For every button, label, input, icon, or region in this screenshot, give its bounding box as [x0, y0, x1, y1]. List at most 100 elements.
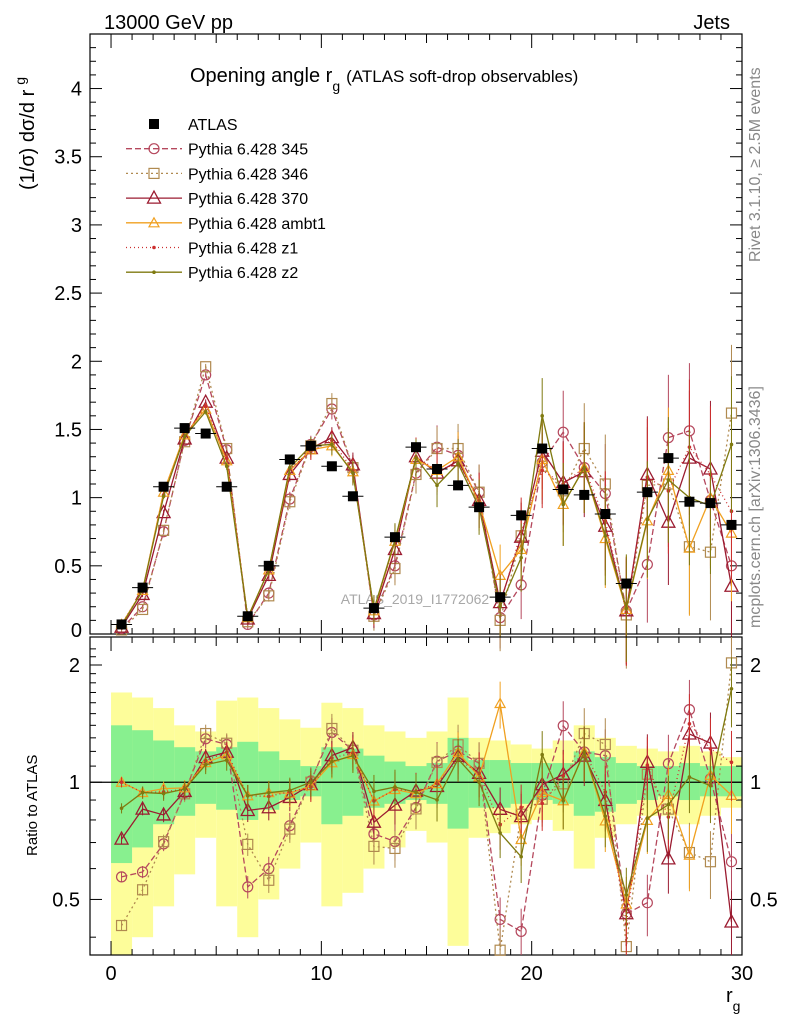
ratio-point	[723, 913, 740, 928]
ratio-point	[113, 830, 130, 845]
data-point	[726, 519, 737, 530]
series-point	[498, 604, 502, 609]
series-line	[121, 372, 733, 629]
ratio-point	[200, 727, 212, 740]
ratio-point	[498, 831, 502, 835]
ratio-point	[708, 746, 713, 751]
main-ylabel-text: (1/σ) dσ/d r	[17, 89, 39, 190]
ratio-point	[557, 720, 569, 732]
legend-marker	[146, 189, 162, 204]
ratio-point	[134, 800, 151, 815]
data-point	[453, 480, 464, 491]
series-point	[351, 471, 355, 475]
data-point	[116, 619, 127, 630]
data-point	[516, 510, 527, 521]
series-point	[161, 494, 166, 499]
band-inner	[216, 747, 238, 810]
ratio-xtick-label: 10	[310, 963, 332, 985]
data-point	[621, 578, 632, 589]
ratio-point	[245, 793, 250, 798]
data-series	[111, 423, 742, 630]
ratio-point	[435, 798, 439, 802]
ratio-point	[603, 814, 608, 818]
ratio-point	[140, 790, 145, 795]
legend-label: ATLAS	[188, 117, 238, 134]
legend-entry: Pythia 6.428 z1	[126, 241, 298, 258]
legend-label: Pythia 6.428 370	[188, 191, 308, 208]
ratio-point	[326, 722, 338, 735]
ratio-point	[330, 759, 334, 764]
series-point	[540, 414, 544, 418]
data-point	[432, 464, 443, 474]
main-ytick-label: 3	[71, 215, 82, 237]
ratio-point	[645, 816, 650, 821]
data-point	[389, 532, 400, 543]
series-point	[414, 456, 418, 460]
ratio-point	[561, 774, 566, 778]
data-point	[242, 611, 253, 622]
series-point	[224, 464, 229, 469]
ratio-point	[261, 799, 277, 814]
main-ytick-label: 1.5	[54, 419, 82, 441]
data-point	[179, 423, 190, 434]
ratio-point	[725, 856, 738, 868]
data-point	[305, 440, 316, 451]
legend-entry: Pythia 6.428 370	[126, 189, 308, 208]
ratio-point	[156, 806, 172, 821]
ratio-point	[414, 790, 418, 795]
ratio-point	[309, 780, 313, 785]
ratio-ytick-label: 2	[69, 655, 80, 677]
ratio-point	[666, 802, 671, 807]
ratio-frame	[89, 636, 743, 956]
band-inner	[111, 725, 133, 864]
ratio-point	[708, 783, 713, 788]
band-inner	[510, 763, 532, 804]
series-point	[284, 496, 296, 508]
data-point	[474, 502, 485, 513]
series-1	[115, 344, 738, 669]
header-left: 13000 GeV pp	[104, 12, 233, 34]
ratio-point	[240, 802, 256, 817]
title-main: Opening angle r	[190, 65, 333, 87]
series-point	[326, 397, 338, 410]
legend-entry: Pythia 6.428 346	[126, 166, 308, 183]
series-point	[729, 442, 734, 447]
ratio-point	[387, 796, 403, 811]
series-point	[645, 517, 650, 522]
ratio-point	[263, 874, 275, 886]
legend-marker	[152, 270, 156, 275]
ratio-point	[624, 893, 629, 897]
ratio-point	[242, 838, 254, 851]
series-point	[582, 465, 587, 470]
rivet-label: Rivet 3.1.10, ≥ 2.5M events	[747, 67, 764, 262]
ratio-ytick-label: 0.5	[52, 889, 80, 911]
data-point	[663, 453, 674, 464]
ratio-point	[515, 925, 527, 938]
ratio-point	[266, 790, 271, 795]
ratio-point	[161, 791, 166, 796]
series-point	[330, 442, 334, 447]
ratio-point	[519, 805, 523, 810]
data-point	[600, 509, 611, 519]
ratio-point	[561, 798, 566, 803]
series-point	[203, 404, 208, 409]
data-point	[411, 442, 421, 453]
ratio-ytick-label: 2	[750, 655, 761, 677]
band-inner	[237, 741, 259, 820]
ratio-point	[203, 762, 208, 767]
main-ylabel: (1/σ) dσ/d r g	[12, 77, 39, 190]
legend: ATLAS Pythia 6.428 345 Pythia 6.428 346 Pyt…	[126, 117, 326, 282]
title-tail: (ATLAS soft-drop observables)	[346, 67, 578, 86]
main-ytick-label: 2	[71, 351, 82, 373]
ratio-point	[284, 823, 296, 835]
series-point	[263, 590, 275, 602]
ratio-point	[641, 897, 653, 909]
legend-marker	[148, 143, 160, 155]
series-line	[120, 410, 733, 627]
data-point	[705, 498, 716, 509]
series-point	[519, 555, 523, 560]
ratio-point	[389, 842, 401, 855]
ratio-point	[494, 944, 506, 956]
ratio-line	[120, 662, 733, 951]
